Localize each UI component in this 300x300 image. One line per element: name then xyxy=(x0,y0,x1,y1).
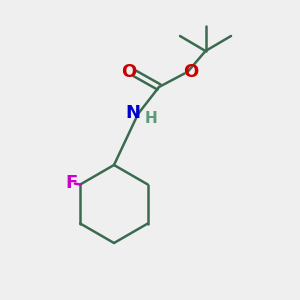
Text: F: F xyxy=(65,174,77,192)
Text: H: H xyxy=(145,111,158,126)
Text: O: O xyxy=(122,63,136,81)
Text: O: O xyxy=(184,63,199,81)
Text: N: N xyxy=(125,104,140,122)
